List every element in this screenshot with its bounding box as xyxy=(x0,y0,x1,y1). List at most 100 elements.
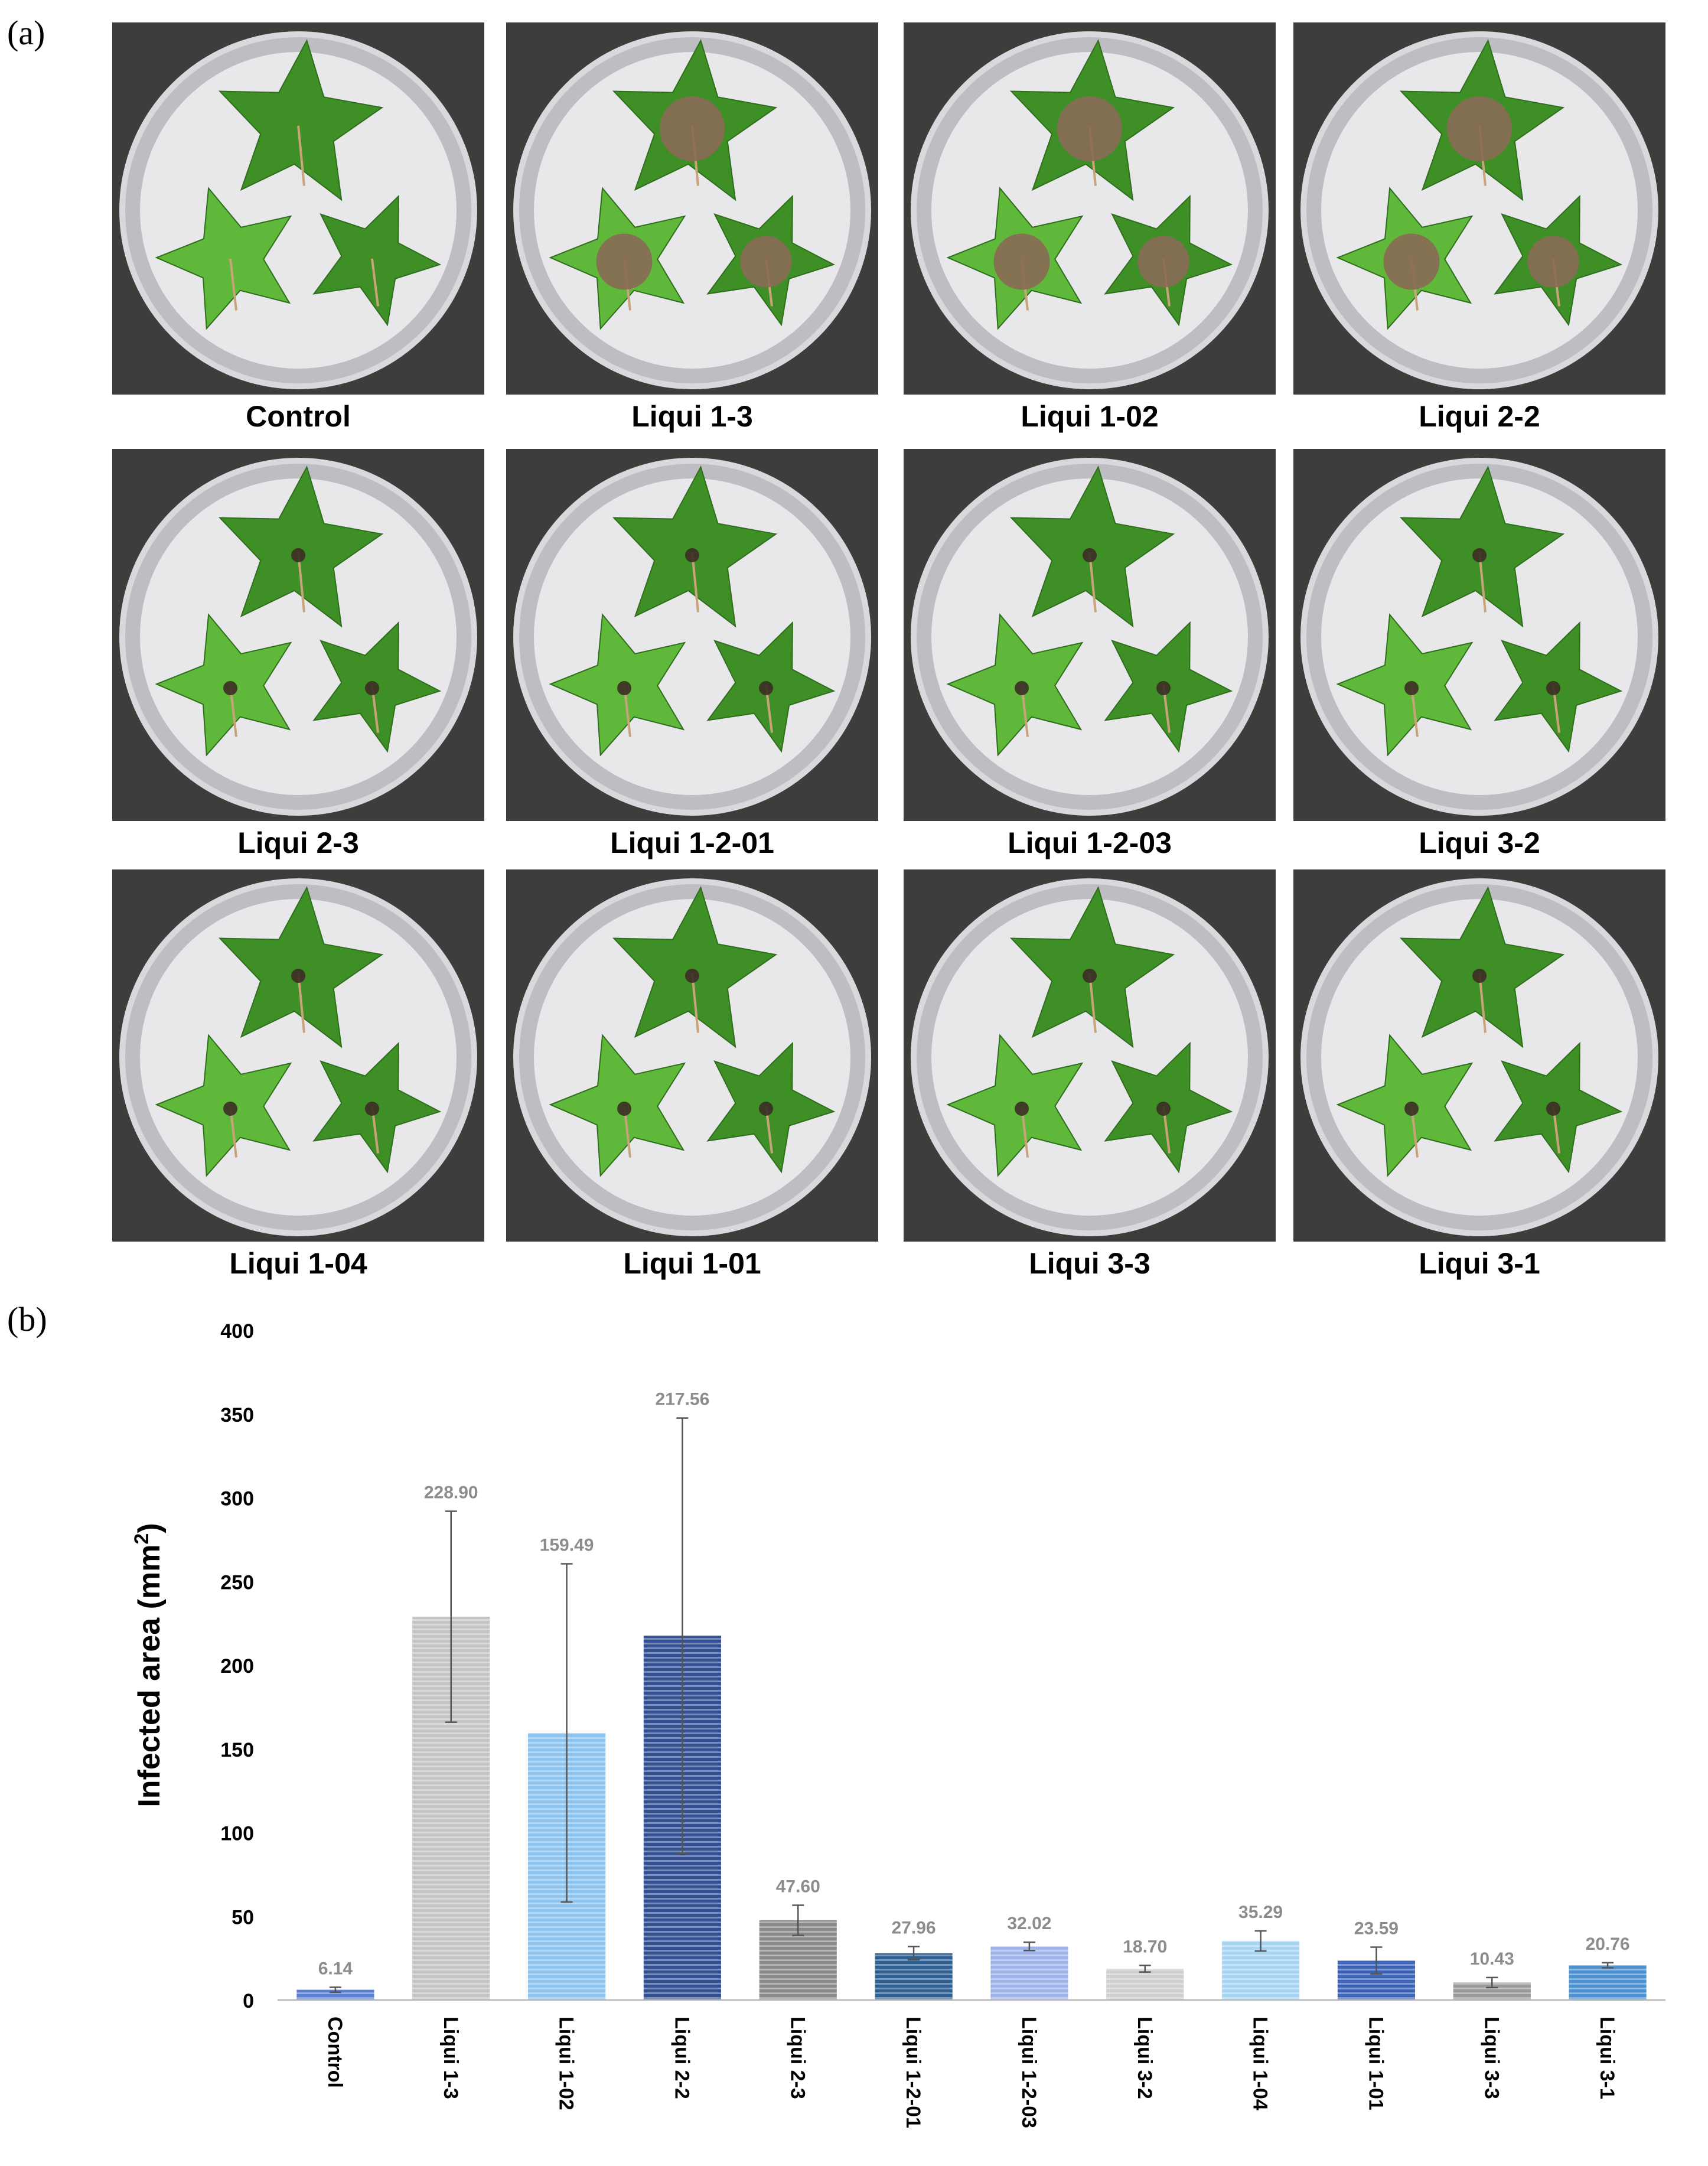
photo-caption: Liqui 1-2-03 xyxy=(1008,826,1172,859)
lesion xyxy=(1446,96,1513,162)
leaf xyxy=(155,187,292,330)
leaf-photo xyxy=(506,22,878,395)
photo-caption: Liqui 1-3 xyxy=(631,400,753,433)
photo-caption: Liqui 2-3 xyxy=(237,826,359,859)
lesion xyxy=(1472,969,1487,983)
leaf xyxy=(1336,1034,1474,1177)
leaf-petiole xyxy=(297,972,305,1033)
error-bar xyxy=(676,1417,689,1855)
photo-caption: Liqui 1-2-01 xyxy=(610,826,774,859)
x-tick-label: Liqui 1-02 xyxy=(555,2017,578,2110)
data-label: 217.56 xyxy=(656,1390,710,1409)
error-bar xyxy=(329,1986,341,1994)
leaf-petiole xyxy=(691,552,699,613)
leaf xyxy=(612,465,778,628)
leaf-petiole xyxy=(297,125,305,186)
leaf xyxy=(1009,465,1175,628)
lesion xyxy=(365,681,379,695)
lesion xyxy=(1546,681,1560,695)
bar-chart: 0 50 100 150 200 250 300 350 400 Infected area (m… xyxy=(131,1320,1665,2128)
petri-dish-image xyxy=(1300,878,1658,1236)
lesion xyxy=(1083,548,1097,562)
lesion xyxy=(759,681,773,695)
photo-caption: Liqui 1-04 xyxy=(229,1247,367,1280)
leaf xyxy=(312,194,442,327)
leaf xyxy=(1009,886,1175,1048)
y-tick-label: 200 xyxy=(220,1655,254,1678)
lesion xyxy=(365,1102,379,1116)
lesion xyxy=(223,681,237,695)
leaf xyxy=(218,465,384,628)
leaf-petiole xyxy=(371,258,379,307)
petri-dish-image xyxy=(911,31,1269,389)
photo-caption: Liqui 1-01 xyxy=(623,1247,761,1280)
x-tick-label: Liqui 1-3 xyxy=(439,2017,462,2099)
x-tick-label: Liqui 1-04 xyxy=(1249,2017,1272,2110)
lesion xyxy=(1472,548,1487,562)
leaf xyxy=(1399,465,1565,628)
lesion xyxy=(1527,236,1579,288)
data-label: 23.59 xyxy=(1354,1919,1399,1938)
leaf xyxy=(549,1034,686,1177)
y-tick-label: 250 xyxy=(220,1571,254,1594)
x-tick-label: Liqui 1-2-01 xyxy=(902,2017,924,2128)
x-tick-label: Liqui 3-1 xyxy=(1596,2017,1618,2099)
leaf xyxy=(1336,613,1474,757)
x-tick-label: Liqui 1-01 xyxy=(1364,2017,1387,2110)
panel-a-label: (a) xyxy=(7,14,45,52)
error-bar xyxy=(1139,1965,1151,1973)
leaf-petiole xyxy=(691,972,699,1033)
lesion xyxy=(1156,681,1171,695)
x-tick-label: Liqui 1-2-03 xyxy=(1018,2017,1040,2128)
petri-dish-image xyxy=(513,458,871,816)
lesion xyxy=(596,233,653,290)
photo-caption: Liqui 3-3 xyxy=(1029,1247,1150,1280)
error-bar xyxy=(445,1510,457,1723)
photo-caption: Liqui 2-2 xyxy=(1419,400,1540,433)
leaf-photo xyxy=(506,449,878,821)
bar xyxy=(990,1946,1068,2000)
petri-dish-image xyxy=(1300,458,1658,816)
lesion xyxy=(1404,681,1419,695)
photo-caption: Control xyxy=(246,400,351,433)
leaf-photo xyxy=(1293,22,1665,395)
y-tick-label: 400 xyxy=(220,1320,254,1343)
panel-b-label: (b) xyxy=(7,1300,47,1338)
error-bar xyxy=(1602,1962,1614,1969)
leaf-photo xyxy=(1293,449,1665,821)
petri-dish-image xyxy=(911,458,1269,816)
leaf-petiole xyxy=(297,552,305,613)
petri-dish-image xyxy=(513,878,871,1236)
leaf-photo xyxy=(506,869,878,1242)
lesion xyxy=(291,969,305,983)
leaf-photo xyxy=(112,869,484,1242)
lesion xyxy=(1015,1102,1029,1116)
lesion xyxy=(1156,1102,1171,1116)
lesion xyxy=(685,969,699,983)
leaf-petiole xyxy=(1478,972,1487,1033)
leaf-photo xyxy=(112,449,484,821)
leaf xyxy=(946,613,1084,757)
leaf xyxy=(218,39,384,201)
x-tick-label: Liqui 2-2 xyxy=(670,2017,693,2099)
lesion xyxy=(617,681,631,695)
data-label: 20.76 xyxy=(1586,1934,1630,1954)
leaf-petiole xyxy=(229,258,237,311)
y-tick-label: 0 xyxy=(243,1990,254,2012)
lesion xyxy=(759,1102,773,1116)
bar xyxy=(875,1953,953,2000)
photo-caption: Liqui 1-02 xyxy=(1021,400,1159,433)
data-label: 32.02 xyxy=(1007,1914,1051,1933)
lesion xyxy=(1546,1102,1560,1116)
data-label: 35.29 xyxy=(1238,1903,1283,1922)
photo-caption: Liqui 3-2 xyxy=(1419,826,1540,859)
petri-dish-image xyxy=(119,458,477,816)
lesion xyxy=(617,1102,631,1116)
lesion xyxy=(740,236,792,288)
data-label: 27.96 xyxy=(892,1918,936,1937)
petri-dish-image xyxy=(1300,31,1658,389)
leaf xyxy=(1399,886,1565,1048)
data-label: 228.90 xyxy=(424,1483,478,1502)
lesion xyxy=(659,96,725,162)
petri-dish-image xyxy=(119,31,477,389)
